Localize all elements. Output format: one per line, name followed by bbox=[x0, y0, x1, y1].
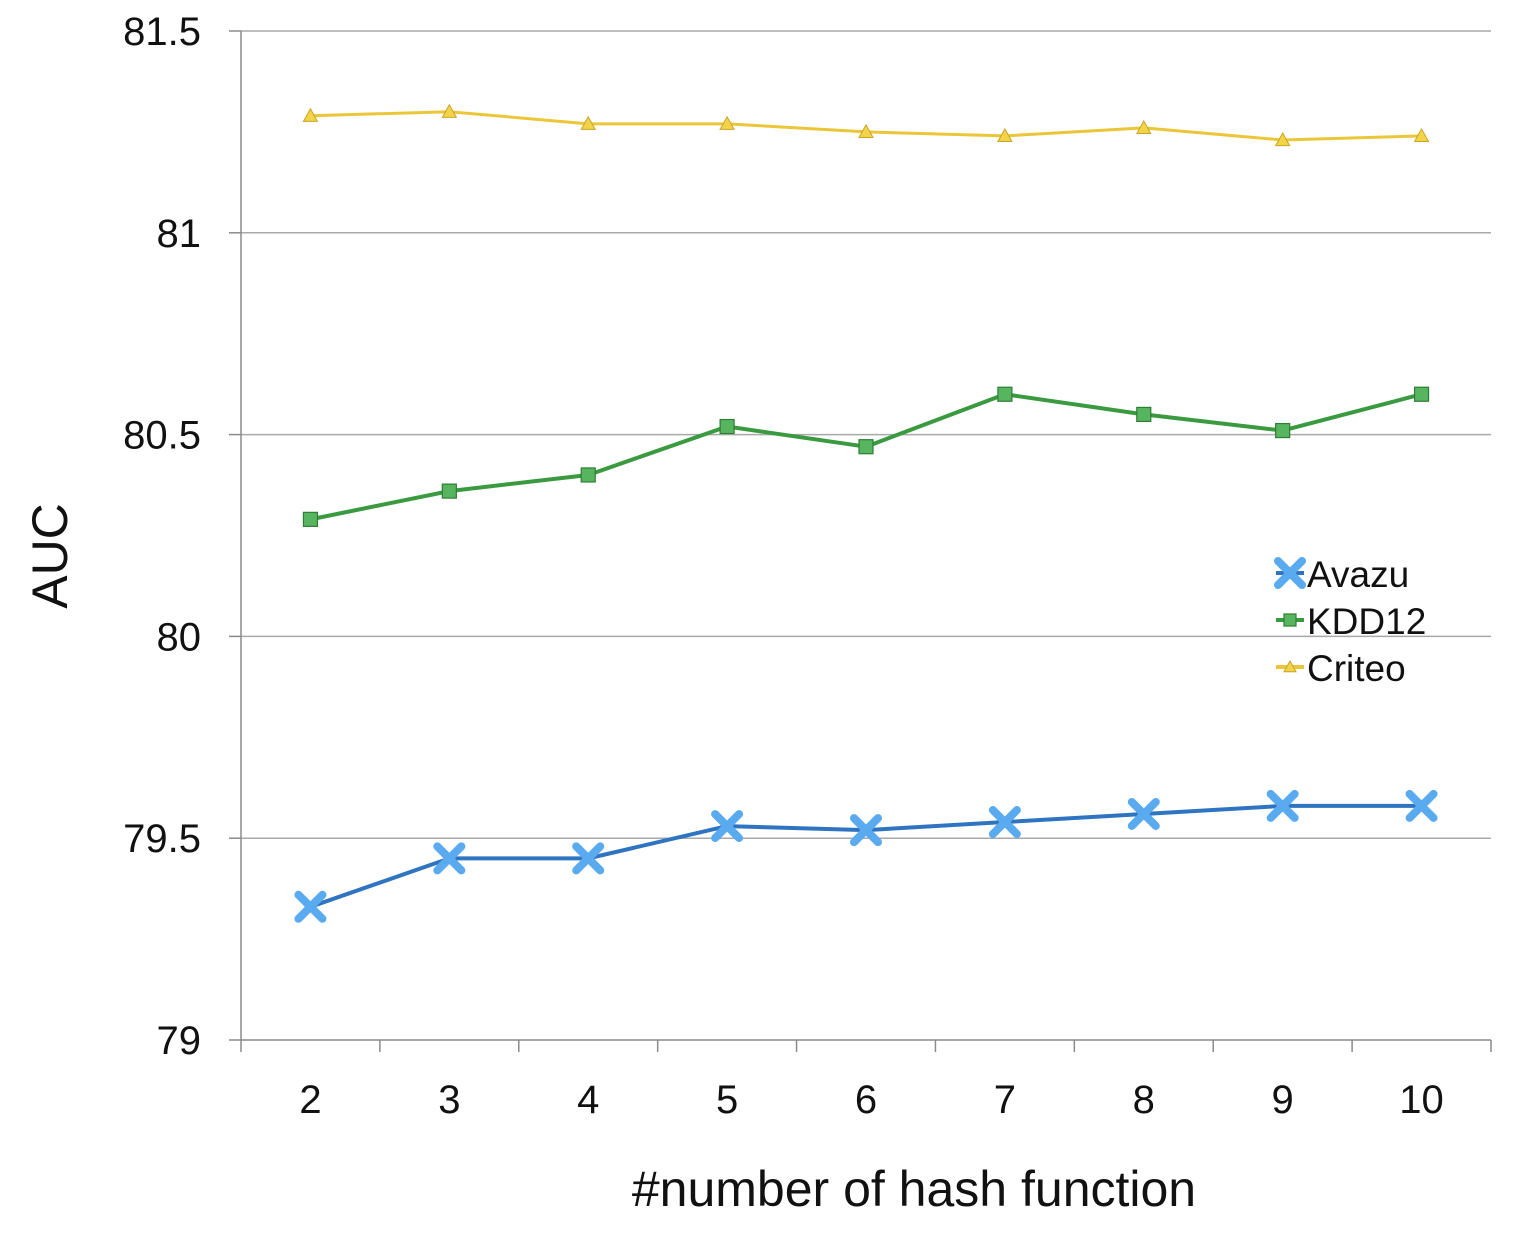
series-line-avazu bbox=[309, 803, 1422, 909]
x-tick-label: 6 bbox=[855, 1078, 877, 1122]
data-point-criteo bbox=[858, 123, 874, 138]
x-tick-label: 10 bbox=[1399, 1078, 1444, 1122]
legend-marker-kdd12 bbox=[1283, 613, 1297, 627]
data-point-kdd12 bbox=[997, 386, 1013, 402]
legend-item-avazu: Avazu bbox=[1274, 554, 1409, 595]
x-tick-label: 8 bbox=[1133, 1078, 1155, 1122]
y-tick-label: 79 bbox=[157, 1019, 202, 1063]
y-tick-label: 80.5 bbox=[123, 414, 201, 458]
x-tick-label: 5 bbox=[716, 1078, 738, 1122]
data-point-criteo bbox=[719, 115, 735, 130]
x-tick-label: 3 bbox=[438, 1078, 460, 1122]
x-tick-label: 7 bbox=[994, 1078, 1016, 1122]
y-tick-label: 79.5 bbox=[123, 817, 201, 861]
data-point-criteo bbox=[1274, 131, 1291, 147]
data-point-criteo bbox=[302, 107, 319, 122]
data-point-avazu bbox=[1266, 789, 1299, 822]
legend-label-avazu: Avazu bbox=[1307, 554, 1409, 595]
data-point-kdd12 bbox=[441, 483, 457, 499]
data-point-avazu bbox=[988, 806, 1021, 839]
data-point-avazu bbox=[850, 814, 882, 847]
x-tick-label: 2 bbox=[299, 1078, 321, 1122]
legend-marker-avazu bbox=[1274, 557, 1306, 589]
data-point-criteo bbox=[441, 103, 458, 118]
y-axis-title: AUC bbox=[22, 503, 78, 609]
data-point-criteo bbox=[997, 127, 1013, 143]
data-point-avazu bbox=[711, 810, 744, 843]
y-tick-label: 81.5 bbox=[123, 10, 201, 54]
data-point-avazu bbox=[294, 890, 327, 923]
legend-label-kdd12: KDD12 bbox=[1307, 601, 1426, 642]
series-lines bbox=[294, 103, 1438, 923]
data-point-kdd12 bbox=[858, 439, 874, 455]
series-line-kdd12 bbox=[310, 392, 1423, 522]
data-point-criteo bbox=[1413, 127, 1430, 143]
data-point-kdd12 bbox=[719, 418, 735, 435]
data-point-avazu bbox=[572, 842, 605, 875]
gridlines bbox=[241, 30, 1491, 839]
data-point-avazu bbox=[1127, 797, 1160, 830]
y-tick-label: 81 bbox=[157, 212, 202, 256]
data-point-kdd12 bbox=[1136, 406, 1152, 423]
data-point-criteo bbox=[1135, 119, 1152, 134]
legend-label-criteo: Criteo bbox=[1307, 648, 1406, 689]
x-tick-label: 4 bbox=[577, 1078, 599, 1122]
data-point-avazu bbox=[433, 842, 466, 875]
data-point-avazu bbox=[1405, 789, 1438, 822]
axes: 79 79.5 80 80.5 81 81.5 2 3 4 5 6 7 8 9 10 bbox=[123, 10, 1492, 1122]
legend: Avazu KDD12 Criteo bbox=[1274, 554, 1426, 689]
y-tick-label: 80 bbox=[157, 615, 202, 659]
data-point-kdd12 bbox=[302, 511, 319, 527]
x-axis-title: #number of hash function bbox=[632, 1161, 1196, 1217]
legend-item-kdd12: KDD12 bbox=[1276, 601, 1426, 642]
x-tick-label: 9 bbox=[1272, 1078, 1294, 1122]
data-point-criteo bbox=[580, 115, 597, 130]
data-point-kdd12 bbox=[1413, 386, 1430, 402]
legend-marker-criteo bbox=[1283, 659, 1297, 673]
data-point-kdd12 bbox=[1275, 422, 1291, 439]
legend-item-criteo: Criteo bbox=[1276, 648, 1406, 689]
data-point-kdd12 bbox=[580, 467, 596, 483]
